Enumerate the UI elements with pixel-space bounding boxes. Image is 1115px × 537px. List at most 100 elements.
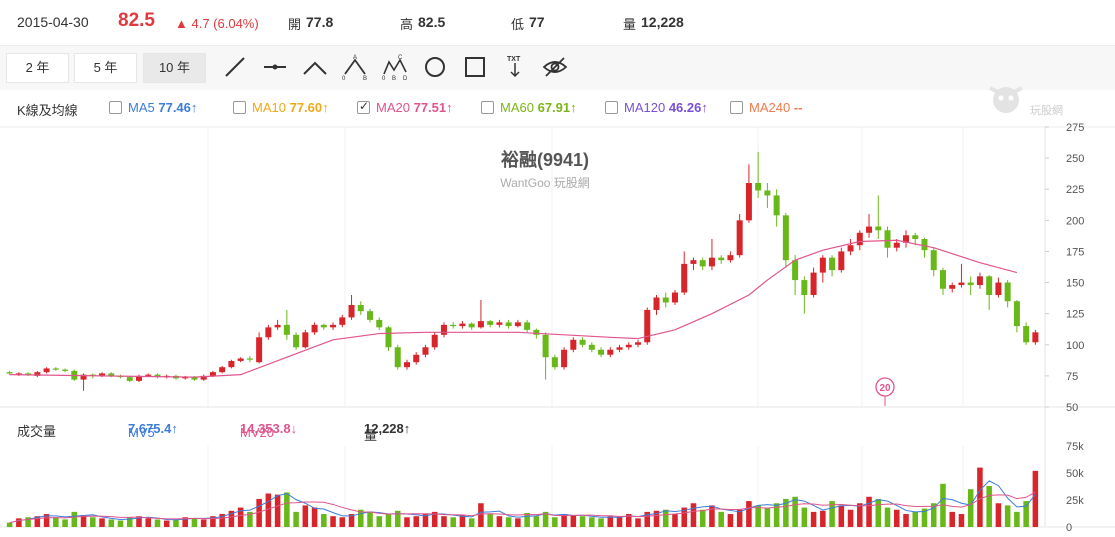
candle-body <box>274 324 281 328</box>
ma20-line <box>9 239 1018 378</box>
volume-bar <box>653 510 660 527</box>
candle-body <box>339 317 346 325</box>
ma20-toggle[interactable]: MA20 77.51↑ <box>357 99 453 115</box>
candle-body <box>773 195 780 216</box>
candle-body <box>986 276 993 295</box>
line-tool-icon[interactable] <box>222 54 248 80</box>
ma10-toggle[interactable]: MA10 77.60↑ <box>233 100 329 115</box>
ma10-checkbox[interactable] <box>233 101 246 114</box>
volume-tick-label: 25k <box>1066 495 1084 507</box>
volume-bar <box>727 514 734 527</box>
volume-bar <box>866 496 872 527</box>
range-5y-button[interactable]: 5 年 <box>74 53 137 83</box>
volume-bar <box>930 503 937 527</box>
candle-body <box>958 282 965 286</box>
candle-body <box>819 257 826 273</box>
candle-body <box>71 370 78 380</box>
volume-bar <box>487 514 493 527</box>
abc-pattern-icon[interactable]: 0 A B <box>342 54 368 80</box>
ma240-value: -- <box>793 100 803 115</box>
volume-bar <box>829 501 835 527</box>
candle-body <box>838 251 845 271</box>
volume-bar <box>358 509 364 527</box>
candle-body <box>635 342 642 345</box>
ma240-checkbox[interactable] <box>730 101 743 114</box>
rectangle-tool-icon[interactable] <box>462 54 488 80</box>
candle-body <box>533 329 540 335</box>
range-2y-button[interactable]: 2 年 <box>6 53 69 83</box>
candle-body <box>172 375 179 379</box>
candle-body <box>256 337 263 363</box>
candle-body <box>736 220 743 256</box>
candle-body <box>625 344 632 348</box>
volume-bar <box>709 505 715 527</box>
volume-legend: 成交量 MV5 7,675.4↑ MV20 14,353.8↓ 量 12,228… <box>0 417 1115 443</box>
volume-bar <box>404 517 410 527</box>
ma20-marker-circle <box>875 377 895 397</box>
candle-body <box>801 280 808 295</box>
svg-text:TXT: TXT <box>507 56 521 63</box>
candle-body <box>847 245 854 252</box>
ma5-checkbox[interactable] <box>109 101 122 114</box>
candle-body <box>893 242 900 248</box>
ma120-checkbox[interactable] <box>605 101 618 114</box>
ma120-toggle[interactable]: MA120 46.26↑ <box>605 100 708 115</box>
volume-bar <box>145 518 152 527</box>
volume-bar <box>6 522 13 527</box>
volume-bar <box>311 507 318 527</box>
text-tool-icon[interactable]: TXT <box>502 54 528 80</box>
volume-bar <box>219 514 225 527</box>
hide-icon[interactable] <box>542 54 568 80</box>
volume-bar <box>1014 511 1020 527</box>
candle-body <box>542 334 549 358</box>
ma240-toggle[interactable]: MA240 -- <box>730 100 803 115</box>
candle-body <box>126 377 133 381</box>
candle-body <box>1023 326 1030 343</box>
candle-body <box>514 322 521 327</box>
watermark-subtitle: WantGoo 玩股網 <box>500 176 590 190</box>
volume-bar <box>949 511 955 527</box>
ma5-toggle[interactable]: MA5 77.46↑ <box>109 100 197 115</box>
horizontal-line-icon[interactable] <box>262 54 288 80</box>
range-10y-button[interactable]: 10 年 <box>143 53 206 83</box>
ma60-checkbox[interactable] <box>481 101 494 114</box>
candle-body <box>690 260 697 264</box>
candle-body <box>477 321 484 328</box>
abcd-pattern-icon[interactable]: C 0 B D <box>382 54 408 80</box>
candle-body <box>330 324 337 328</box>
candle-body <box>80 374 87 380</box>
volume-bar <box>136 516 142 527</box>
price-tick-label: 125 <box>1066 309 1084 321</box>
candle-body <box>154 374 161 378</box>
volume-bar <box>62 519 68 527</box>
circle-tool-icon[interactable] <box>422 54 448 80</box>
volume-bar <box>598 518 604 527</box>
volume-bar <box>431 511 438 527</box>
volume-bar <box>626 514 632 527</box>
svg-text:D: D <box>403 76 408 80</box>
candle-body <box>200 375 207 380</box>
ma20-checkbox[interactable] <box>357 99 370 114</box>
volume-bar <box>579 516 586 527</box>
candle-body <box>15 373 22 375</box>
ma120-name: MA120 <box>624 100 666 115</box>
candle-body <box>89 374 96 376</box>
volume-bar <box>542 511 549 527</box>
candle-body <box>431 334 438 348</box>
mv20-line <box>9 491 1036 524</box>
candle-body <box>579 339 586 345</box>
volume-bar <box>570 515 577 527</box>
volume-bar <box>893 509 900 527</box>
volume-bar <box>801 507 808 527</box>
volume-bar <box>237 507 244 527</box>
volume-bar <box>644 511 651 527</box>
candle-body <box>1013 301 1020 327</box>
mv20-name: MV20 <box>240 425 274 440</box>
volume-bar <box>34 516 41 527</box>
ma60-toggle[interactable]: MA60 67.91↑ <box>481 100 577 115</box>
candle-body <box>1032 332 1039 343</box>
angle-tool-icon[interactable] <box>302 54 328 80</box>
mv20-legend: MV20 14,353.8↓ <box>240 421 297 440</box>
vol-value: 12,228↑ <box>364 421 411 436</box>
price-tick-label: 75 <box>1066 371 1078 383</box>
